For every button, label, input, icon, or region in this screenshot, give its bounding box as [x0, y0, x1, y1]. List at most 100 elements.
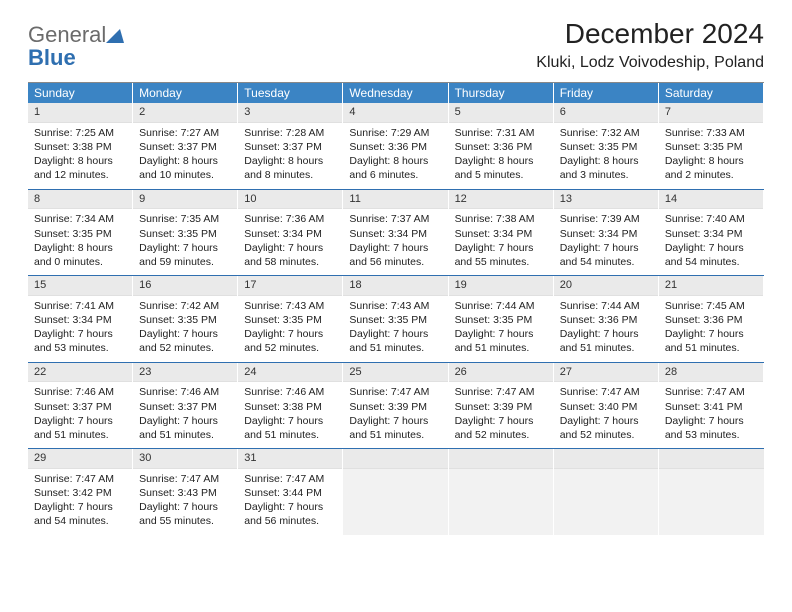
day-number: 16 — [133, 276, 237, 296]
daylight-text: Daylight: 7 hours and 51 minutes. — [139, 414, 231, 442]
calendar-cell: 27Sunrise: 7:47 AMSunset: 3:40 PMDayligh… — [554, 363, 659, 449]
calendar-cell-empty — [449, 449, 554, 535]
sunrise-text: Sunrise: 7:40 AM — [665, 212, 757, 226]
day-header: Saturday — [659, 83, 764, 103]
sunrise-text: Sunrise: 7:47 AM — [455, 385, 547, 399]
day-number: 7 — [659, 103, 763, 123]
daylight-text: Daylight: 8 hours and 8 minutes. — [244, 154, 336, 182]
sunset-text: Sunset: 3:37 PM — [244, 140, 336, 154]
day-number: 22 — [28, 363, 132, 383]
day-number: 31 — [238, 449, 342, 469]
sunrise-text: Sunrise: 7:46 AM — [244, 385, 336, 399]
calendar-cell: 3Sunrise: 7:28 AMSunset: 3:37 PMDaylight… — [238, 103, 343, 189]
sunrise-text: Sunrise: 7:47 AM — [34, 472, 126, 486]
sunrise-text: Sunrise: 7:47 AM — [139, 472, 231, 486]
sunset-text: Sunset: 3:36 PM — [455, 140, 547, 154]
day-number: 15 — [28, 276, 132, 296]
daylight-text: Daylight: 8 hours and 12 minutes. — [34, 154, 126, 182]
sunset-text: Sunset: 3:34 PM — [455, 227, 547, 241]
daylight-text: Daylight: 7 hours and 51 minutes. — [349, 327, 441, 355]
daylight-text: Daylight: 7 hours and 53 minutes. — [34, 327, 126, 355]
sunset-text: Sunset: 3:40 PM — [560, 400, 652, 414]
calendar-cell: 21Sunrise: 7:45 AMSunset: 3:36 PMDayligh… — [659, 276, 764, 362]
calendar-cell: 1 Sunrise: 7:25 AMSunset: 3:38 PMDaylight… — [28, 103, 133, 189]
daylight-text: Daylight: 7 hours and 55 minutes. — [139, 500, 231, 528]
sunset-text: Sunset: 3:35 PM — [560, 140, 652, 154]
sunset-text: Sunset: 3:35 PM — [139, 313, 231, 327]
day-number: 11 — [343, 190, 447, 210]
sunrise-text: Sunrise: 7:44 AM — [560, 299, 652, 313]
page-title: December 2024 — [536, 18, 764, 50]
day-number: 20 — [554, 276, 658, 296]
sunrise-text: Sunrise: 7:34 AM — [34, 212, 126, 226]
sunrise-text: Sunrise: 7:45 AM — [665, 299, 757, 313]
logo-text: GeneralBlue — [28, 24, 124, 69]
day-number: 19 — [449, 276, 553, 296]
day-number: 24 — [238, 363, 342, 383]
calendar-cell: 31Sunrise: 7:47 AMSunset: 3:44 PMDayligh… — [238, 449, 343, 535]
calendar-cell: 29Sunrise: 7:47 AMSunset: 3:42 PMDayligh… — [28, 449, 133, 535]
calendar-cell: 24Sunrise: 7:46 AMSunset: 3:38 PMDayligh… — [238, 363, 343, 449]
logo-triangle-icon — [106, 25, 124, 47]
day-number: 3 — [238, 103, 342, 123]
calendar-cell: 10Sunrise: 7:36 AMSunset: 3:34 PMDayligh… — [238, 190, 343, 276]
sunset-text: Sunset: 3:35 PM — [34, 227, 126, 241]
daylight-text: Daylight: 7 hours and 51 minutes. — [34, 414, 126, 442]
day-number: 30 — [133, 449, 237, 469]
day-number: 6 — [554, 103, 658, 123]
sunset-text: Sunset: 3:35 PM — [139, 227, 231, 241]
sunset-text: Sunset: 3:34 PM — [349, 227, 441, 241]
day-header: Sunday — [28, 83, 133, 103]
calendar-cell: 22 Sunrise: 7:46 AMSunset: 3:37 PMDayligh… — [28, 363, 133, 449]
sunset-text: Sunset: 3:44 PM — [244, 486, 336, 500]
day-number-empty — [343, 449, 447, 469]
sunrise-text: Sunrise: 7:31 AM — [455, 126, 547, 140]
day-number: 1 — [28, 103, 132, 123]
day-number: 4 — [343, 103, 447, 123]
sunrise-text: Sunrise: 7:37 AM — [349, 212, 441, 226]
calendar-cell: 23 Sunrise: 7:46 AMSunset: 3:37 PMDayligh… — [133, 363, 238, 449]
calendar-cell-empty — [659, 449, 764, 535]
sunset-text: Sunset: 3:35 PM — [455, 313, 547, 327]
sunrise-text: Sunrise: 7:47 AM — [349, 385, 441, 399]
sunrise-text: Sunrise: 7:25 AM — [34, 126, 126, 140]
day-number: 12 — [449, 190, 553, 210]
daylight-text: Daylight: 7 hours and 53 minutes. — [665, 414, 757, 442]
sunrise-text: Sunrise: 7:46 AM — [139, 385, 231, 399]
sunset-text: Sunset: 3:38 PM — [34, 140, 126, 154]
daylight-text: Daylight: 7 hours and 51 minutes. — [349, 414, 441, 442]
sunset-text: Sunset: 3:41 PM — [665, 400, 757, 414]
sunrise-text: Sunrise: 7:43 AM — [244, 299, 336, 313]
daylight-text: Daylight: 7 hours and 52 minutes. — [139, 327, 231, 355]
calendar-grid: SundayMondayTuesdayWednesdayThursdayFrid… — [28, 82, 764, 535]
calendar-cell: 7Sunrise: 7:33 AMSunset: 3:35 PMDaylight… — [659, 103, 764, 189]
calendar-cell: 4Sunrise: 7:29 AMSunset: 3:36 PMDaylight… — [343, 103, 448, 189]
calendar-cell: 8Sunrise: 7:34 AMSunset: 3:35 PMDaylight… — [28, 190, 133, 276]
day-number: 23 — [133, 363, 237, 383]
day-number: 2 — [133, 103, 237, 123]
day-header: Tuesday — [238, 83, 343, 103]
sunset-text: Sunset: 3:39 PM — [455, 400, 547, 414]
day-header: Monday — [133, 83, 238, 103]
sunset-text: Sunset: 3:37 PM — [34, 400, 126, 414]
sunrise-text: Sunrise: 7:46 AM — [34, 385, 126, 399]
daylight-text: Daylight: 8 hours and 0 minutes. — [34, 241, 126, 269]
sunset-text: Sunset: 3:34 PM — [34, 313, 126, 327]
daylight-text: Daylight: 7 hours and 59 minutes. — [139, 241, 231, 269]
calendar-cell: 17Sunrise: 7:43 AMSunset: 3:35 PMDayligh… — [238, 276, 343, 362]
calendar-cell: 9Sunrise: 7:35 AMSunset: 3:35 PMDaylight… — [133, 190, 238, 276]
daylight-text: Daylight: 7 hours and 52 minutes. — [455, 414, 547, 442]
sunset-text: Sunset: 3:36 PM — [349, 140, 441, 154]
daylight-text: Daylight: 7 hours and 52 minutes. — [560, 414, 652, 442]
day-header: Wednesday — [343, 83, 448, 103]
daylight-text: Daylight: 7 hours and 54 minutes. — [560, 241, 652, 269]
sunset-text: Sunset: 3:37 PM — [139, 400, 231, 414]
logo-general: General — [28, 22, 106, 47]
daylight-text: Daylight: 7 hours and 54 minutes. — [34, 500, 126, 528]
sunrise-text: Sunrise: 7:41 AM — [34, 299, 126, 313]
day-number: 17 — [238, 276, 342, 296]
calendar-cell: 5Sunrise: 7:31 AMSunset: 3:36 PMDaylight… — [449, 103, 554, 189]
daylight-text: Daylight: 8 hours and 2 minutes. — [665, 154, 757, 182]
day-number: 10 — [238, 190, 342, 210]
sunset-text: Sunset: 3:36 PM — [560, 313, 652, 327]
